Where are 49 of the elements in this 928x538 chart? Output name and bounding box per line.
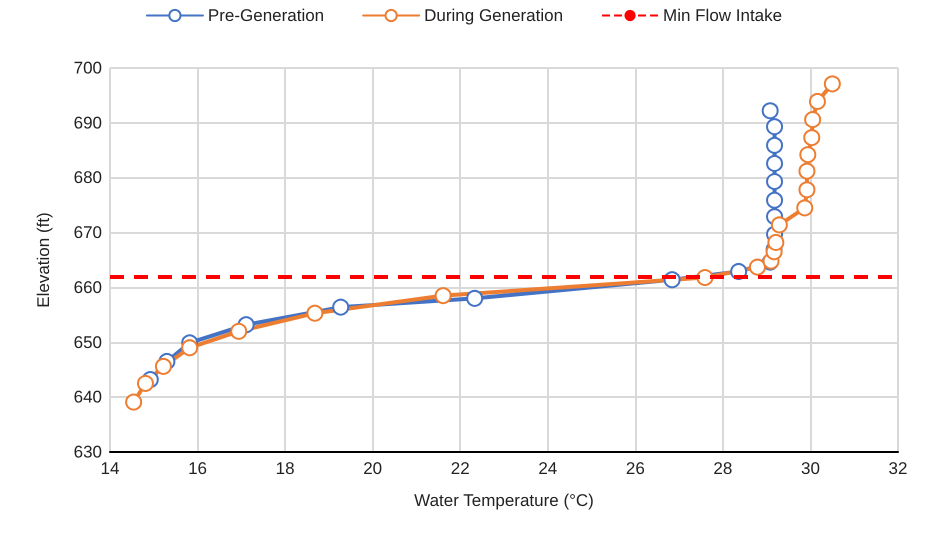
point xyxy=(136,374,154,392)
point xyxy=(230,322,248,340)
y-tick-label: 660 xyxy=(74,278,102,297)
y-axis-title: Elevation (ft) xyxy=(34,212,53,308)
point xyxy=(798,181,816,198)
y-tick-label: 680 xyxy=(74,168,102,188)
point xyxy=(766,154,784,172)
point xyxy=(154,358,172,375)
x-axis-title: Water Temperature (°C) xyxy=(414,491,594,510)
point xyxy=(766,192,784,209)
point xyxy=(434,287,452,304)
point xyxy=(796,199,814,216)
x-tick-label: 32 xyxy=(888,459,908,478)
point xyxy=(824,75,841,92)
x-tick-label: 14 xyxy=(100,459,120,478)
x-tick-label: 28 xyxy=(713,459,732,478)
x-tick-label: 16 xyxy=(188,459,208,478)
y-tick-label: 650 xyxy=(74,332,102,352)
x-tick-label: 18 xyxy=(276,459,295,478)
y-tick-label: 700 xyxy=(74,58,102,78)
point xyxy=(748,258,766,276)
legend-label: Min Flow Intake xyxy=(663,6,782,25)
point xyxy=(804,111,822,128)
x-tick-label: 30 xyxy=(800,459,820,478)
point xyxy=(332,298,350,316)
point xyxy=(766,118,784,136)
x-tick-label: 22 xyxy=(450,459,470,478)
x-tick-label: 20 xyxy=(363,459,382,478)
point xyxy=(803,129,820,146)
point xyxy=(798,162,816,180)
y-tick-label: 640 xyxy=(74,388,102,407)
point xyxy=(125,394,142,411)
point xyxy=(767,234,784,251)
point xyxy=(181,339,198,356)
point xyxy=(808,92,826,110)
point xyxy=(799,146,816,164)
point xyxy=(766,136,784,154)
point xyxy=(770,216,788,234)
legend-label: Pre-Generation xyxy=(208,6,324,25)
point xyxy=(466,290,484,307)
x-tick-label: 24 xyxy=(538,459,558,478)
point xyxy=(762,102,779,120)
y-tick-label: 630 xyxy=(74,442,102,462)
legend-label: During Generation xyxy=(424,6,564,25)
y-tick-label: 690 xyxy=(74,113,102,132)
x-tick-label: 26 xyxy=(626,459,645,478)
point xyxy=(766,173,784,190)
point xyxy=(306,304,324,322)
y-tick-label: 670 xyxy=(74,223,102,242)
